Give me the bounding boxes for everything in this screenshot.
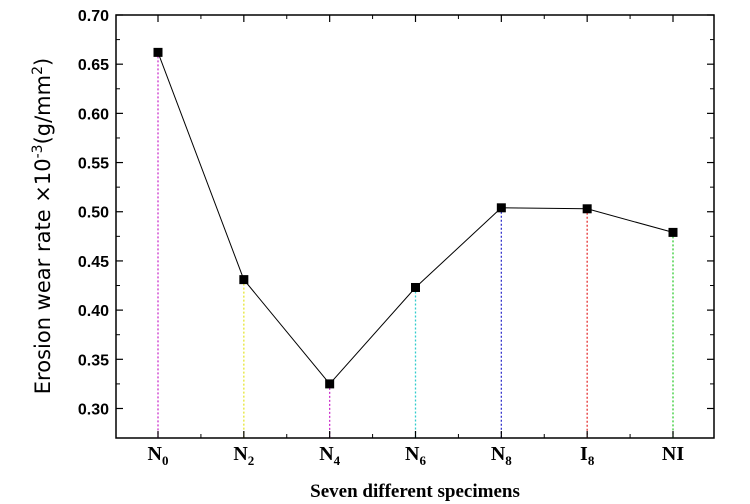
x-tick-label-base: N: [319, 443, 334, 465]
x-tick-label: N6: [405, 443, 426, 468]
y-axis-label-unit-exponent: 2: [30, 66, 46, 75]
x-tick-label-base: I: [580, 443, 588, 465]
data-markers: [153, 47, 678, 389]
x-tick-label: NI: [662, 443, 684, 465]
x-tick-label: N8: [491, 443, 512, 468]
x-tick-label-base: N: [148, 443, 163, 465]
data-point-marker: [496, 203, 506, 213]
y-tick-label: 0.45: [78, 254, 109, 271]
axis-ticks: [116, 14, 714, 438]
y-tick-label: 0.70: [78, 8, 109, 25]
x-tick-label-base: N: [233, 443, 248, 465]
x-tick-label: N0: [148, 443, 169, 468]
x-tick-label-base: NI: [662, 443, 684, 465]
x-tick-label-subscript: 0: [162, 453, 169, 468]
x-tick-label-subscript: 2: [248, 453, 255, 468]
data-point-marker: [582, 204, 592, 214]
x-tick-label: I8: [580, 443, 595, 468]
drop-lines: [157, 52, 674, 438]
x-tick-label-subscript: 4: [334, 453, 341, 468]
x-tick-label-subscript: 8: [588, 453, 595, 468]
y-axis-label-unit-close: ): [31, 58, 55, 66]
y-tick-labels: 0.30 0.35 0.40 0.45 0.50 0.55 0.60 0.65 0.70: [78, 8, 109, 418]
y-axis-label-exponent: -3: [30, 144, 46, 158]
x-tick-labels: N0 N2 N4 N6 N8 I8 NI: [148, 443, 685, 468]
x-tick-label-subscript: 6: [419, 453, 426, 468]
y-tick-label: 0.65: [78, 57, 109, 74]
x-axis-label: Seven different specimens: [310, 481, 520, 502]
y-axis-label-unit-open: (g/mm: [31, 75, 55, 145]
data-point-marker: [153, 47, 163, 57]
x-tick-label-base: N: [491, 443, 506, 465]
y-axis-label-prefix: Erosion wear rate ×10: [31, 158, 55, 394]
y-tick-label: 0.60: [78, 106, 109, 123]
x-tick-label-base: N: [405, 443, 420, 465]
x-tick-label: N4: [319, 443, 340, 468]
y-tick-label: 0.30: [78, 401, 109, 418]
x-tick-label-subscript: 8: [505, 453, 512, 468]
y-axis-label: Erosion wear rate ×10-3(g/mm2): [30, 58, 55, 394]
x-tick-label: N2: [233, 443, 254, 468]
data-point-marker: [325, 379, 335, 389]
y-tick-label: 0.35: [78, 352, 109, 369]
y-tick-label: 0.40: [78, 303, 109, 320]
data-point-marker: [411, 282, 420, 292]
plot-area: [115, 14, 715, 439]
data-point-marker: [668, 227, 678, 237]
y-tick-label: 0.50: [78, 205, 109, 222]
y-tick-label: 0.55: [78, 156, 109, 173]
data-point-marker: [239, 275, 249, 285]
